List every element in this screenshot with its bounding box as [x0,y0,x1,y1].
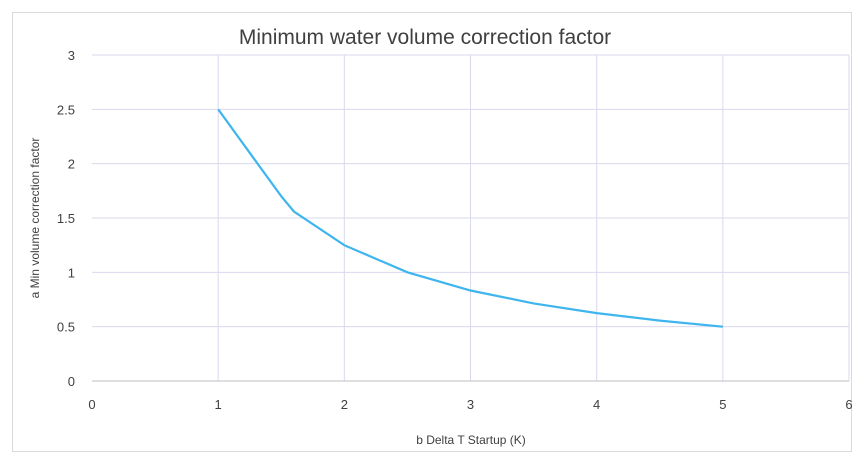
y-tick-label: 1.5 [57,211,75,226]
x-axis-label: b Delta T Startup (K) [416,433,526,447]
x-tick-label: 2 [341,397,348,412]
x-tick-label: 6 [845,397,852,412]
x-tick-label: 0 [88,397,95,412]
y-tick-label: 0.5 [57,320,75,335]
x-tick-label: 4 [593,397,600,412]
y-tick-label: 1 [68,265,75,280]
y-axis-label: a Min volume correction factor [28,138,42,299]
y-tick-label: 2 [68,157,75,172]
y-tick-label: 2.5 [57,102,75,117]
chart-frame [12,12,852,452]
y-tick-label: 3 [68,48,75,63]
series-layer [217,108,723,328]
x-tick-label: 5 [719,397,726,412]
x-tick-label: 3 [467,397,474,412]
axes: 0 1 2 3 4 5 6 0 0.5 1 1.5 2 2.5 3 [57,48,853,412]
chart-title: Minimum water volume correction factor [239,26,611,49]
x-tick-label: 1 [215,397,222,412]
series-line [217,108,723,328]
grid [92,54,850,381]
y-tick-label: 0 [68,374,75,389]
